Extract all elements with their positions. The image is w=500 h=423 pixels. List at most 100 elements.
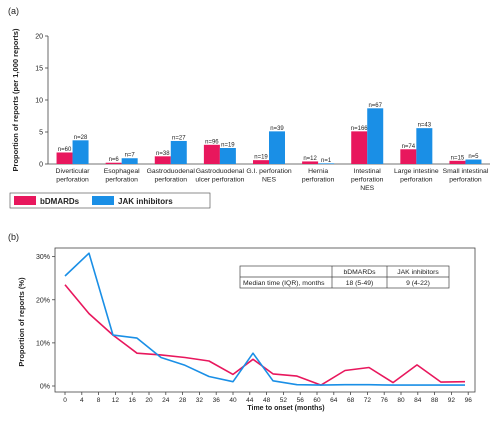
x-tick-label: 96: [465, 397, 473, 404]
bar-bdmards: [154, 156, 171, 164]
bar-jak: [170, 140, 187, 164]
y-tick-label: 15: [35, 66, 43, 73]
bar-data-label: n=1: [321, 158, 332, 164]
x-tick-label: 8: [97, 397, 101, 404]
median-time-table: bDMARDs JAK inhibitors Median time (IQR), …: [239, 265, 450, 289]
x-category-label: ulcer perforation: [195, 177, 244, 184]
x-tick-label: 68: [347, 397, 355, 404]
table-row-label: Median time (IQR), months: [243, 280, 325, 287]
x-category-label: Diverticular: [56, 168, 91, 175]
x-tick-label: 16: [129, 397, 137, 404]
x-category-label: perforation: [105, 177, 138, 184]
y-tick-label: 0: [39, 162, 43, 169]
x-tick-label: 40: [229, 397, 237, 404]
table-header-bdmards: bDMARDs: [343, 269, 376, 276]
bar-bdmards: [56, 152, 73, 164]
x-category-label: NES: [262, 177, 276, 184]
x-category-label: Intestinal: [354, 168, 382, 175]
bar-bdmards: [449, 160, 466, 164]
bar-jak: [416, 128, 433, 164]
bar-jak: [219, 148, 236, 164]
table-cell-bdmards: 18 (5-49): [346, 280, 374, 287]
x-tick-label: 48: [263, 397, 271, 404]
bar-data-label: n=5: [468, 154, 479, 160]
x-tick-label: 60: [313, 397, 321, 404]
bar-data-label: n=19: [221, 143, 235, 149]
x-tick-label: 12: [112, 397, 120, 404]
x-category-label: perforation: [449, 177, 482, 184]
y-tick-label: 10: [35, 98, 43, 105]
x-tick-label: 52: [280, 397, 288, 404]
panel-b-ylabel: Proportion of reports (%): [17, 277, 26, 367]
y-tick-label: 20%: [36, 297, 50, 304]
bar-bdmards: [203, 144, 220, 164]
x-category-label: perforation: [400, 177, 433, 184]
panel-a-chart: 0 5 10 15 20 n=60n=28 Diverticular perforation n…: [9, 34, 490, 209]
legend-swatch-bdmards: [14, 196, 36, 205]
bar-jak: [318, 163, 335, 164]
x-category-label: Gastroduodenal: [196, 168, 245, 175]
x-tick-label: 92: [448, 397, 456, 404]
bar-data-label: n=43: [418, 123, 432, 129]
x-tick-label: 20: [145, 397, 153, 404]
x-tick-label: 80: [397, 397, 405, 404]
panel-b-label: (b): [8, 232, 19, 242]
x-category-label: Large intestine: [394, 168, 439, 175]
bar-bdmards: [400, 149, 417, 164]
bar-jak: [269, 131, 285, 164]
x-category-label: Esophageal: [104, 168, 140, 175]
x-category-label: perforation: [56, 177, 89, 184]
bar-bdmards: [105, 162, 122, 164]
panel-b-xlabel: Time to onset (months): [247, 405, 324, 412]
bar-data-label: n=67: [368, 103, 382, 109]
y-tick-label: 30%: [36, 254, 50, 261]
x-category-label: Hernia: [308, 168, 328, 175]
panel-a-label: (a): [8, 6, 19, 16]
x-tick-label: 76: [381, 397, 389, 404]
bar-data-label: n=38: [156, 151, 170, 157]
line-jak: [64, 252, 465, 386]
y-tick-label: 10%: [36, 340, 50, 347]
bar-data-label: n=60: [58, 147, 72, 153]
x-tick-label: 64: [330, 397, 338, 404]
table-cell-jak: 9 (4-22): [406, 280, 430, 287]
y-tick-label: 0%: [40, 384, 50, 391]
x-category-label: G.I. perforation: [246, 168, 292, 175]
bar-jak: [121, 158, 138, 164]
x-tick-label: 32: [196, 397, 204, 404]
bar-jak: [367, 108, 384, 164]
x-category-label: NES: [360, 185, 374, 192]
x-category-label: perforation: [155, 177, 188, 184]
panel-b-frame: [54, 247, 476, 393]
y-tick-label: 20: [35, 34, 43, 41]
bar-data-label: n=166: [351, 126, 369, 132]
x-tick-label: 28: [179, 397, 187, 404]
bar-bdmards: [351, 131, 368, 164]
bar-data-label: n=39: [270, 126, 284, 132]
bar-data-label: n=12: [303, 156, 317, 162]
bar-data-label: n=74: [402, 144, 416, 150]
bar-data-label: n=6: [109, 157, 120, 163]
x-tick-label: 44: [246, 397, 254, 404]
x-tick-label: 4: [80, 397, 84, 404]
table-header-jak: JAK inhibitors: [397, 269, 439, 276]
x-tick-label: 88: [431, 397, 439, 404]
bar-data-label: n=7: [125, 153, 136, 159]
x-category-label: Small intestinal: [443, 168, 489, 175]
panel-b-chart: 0%10%20%30%0 4 8 12 16 20 24 28 32 36 40 44 48 52 56 60…: [36, 247, 476, 404]
bar-data-label: n=19: [254, 155, 268, 161]
panel-a-legend: bDMARDs JAK inhibitors: [9, 192, 211, 209]
x-tick-label: 72: [364, 397, 372, 404]
bar-data-label: n=96: [205, 139, 219, 145]
x-category-label: perforation: [302, 177, 335, 184]
x-category-label: perforation: [351, 177, 384, 184]
y-tick-label: 5: [39, 130, 43, 137]
x-category-label: Gastroduodenal: [147, 168, 196, 175]
x-tick-label: 24: [162, 397, 170, 404]
bar-bdmards: [253, 160, 269, 164]
x-tick-label: 36: [213, 397, 221, 404]
bar-data-label: n=15: [451, 155, 465, 161]
x-tick-label: 56: [297, 397, 305, 404]
bar-jak: [465, 159, 482, 164]
